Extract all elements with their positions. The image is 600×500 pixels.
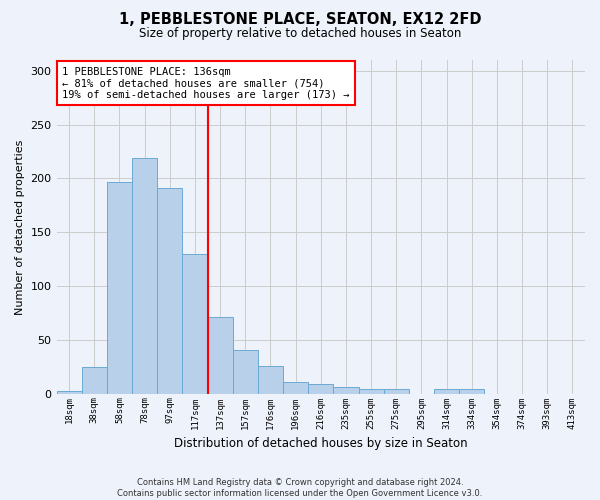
Bar — [182, 254, 208, 394]
Bar — [334, 387, 359, 394]
Bar — [258, 366, 283, 394]
Bar — [208, 317, 233, 394]
Bar — [82, 366, 107, 394]
Bar — [359, 390, 383, 394]
Bar — [233, 350, 258, 394]
Bar — [157, 188, 182, 394]
Bar — [56, 392, 82, 394]
Text: Size of property relative to detached houses in Seaton: Size of property relative to detached ho… — [139, 28, 461, 40]
Bar — [459, 390, 484, 394]
Bar — [434, 390, 459, 394]
Bar — [283, 382, 308, 394]
X-axis label: Distribution of detached houses by size in Seaton: Distribution of detached houses by size … — [174, 437, 467, 450]
Text: 1 PEBBLESTONE PLACE: 136sqm
← 81% of detached houses are smaller (754)
19% of se: 1 PEBBLESTONE PLACE: 136sqm ← 81% of det… — [62, 66, 349, 100]
Bar — [132, 158, 157, 394]
Y-axis label: Number of detached properties: Number of detached properties — [15, 139, 25, 314]
Text: 1, PEBBLESTONE PLACE, SEATON, EX12 2FD: 1, PEBBLESTONE PLACE, SEATON, EX12 2FD — [119, 12, 481, 28]
Bar — [308, 384, 334, 394]
Bar — [107, 182, 132, 394]
Text: Contains HM Land Registry data © Crown copyright and database right 2024.
Contai: Contains HM Land Registry data © Crown c… — [118, 478, 482, 498]
Bar — [383, 390, 409, 394]
